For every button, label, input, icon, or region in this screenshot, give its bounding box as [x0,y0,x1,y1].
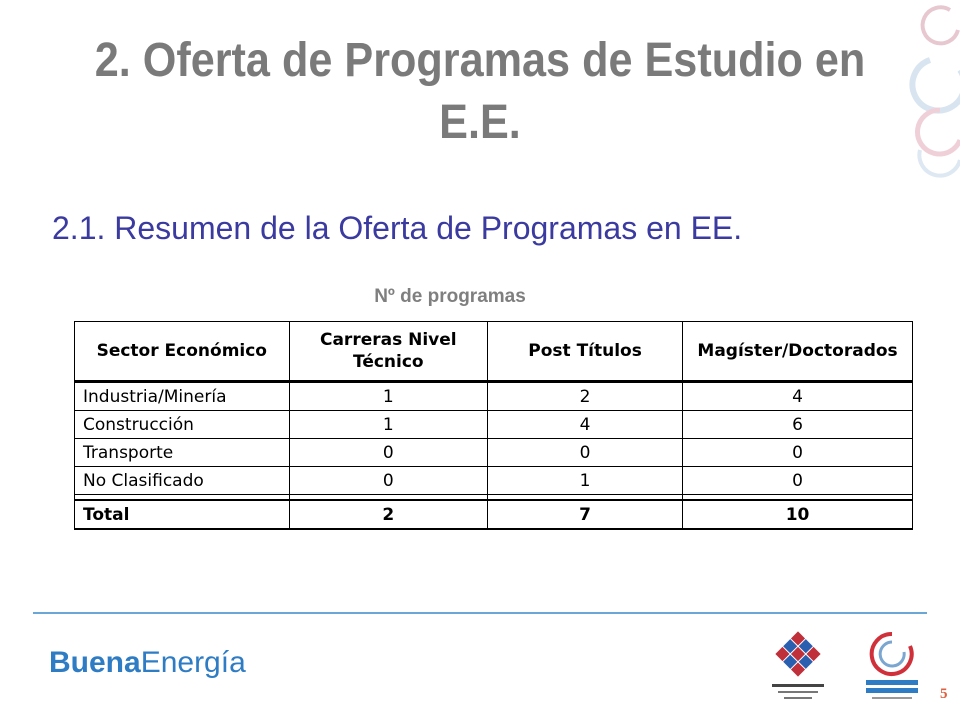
decorative-swirl-icon [909,5,960,178]
table-caption: Nº de programas [374,286,526,307]
table-row: Industria/Minería 1 2 4 [74,381,913,411]
table-row: Construcción 1 4 6 [74,410,913,439]
brand-bold-text: Buena [49,646,141,679]
cell-tecnico: 1 [288,410,489,439]
cell-sector: Transporte [74,438,290,467]
spacer-cell [682,494,913,501]
slide-subtitle: 2.1. Resumen de la Oferta de Programas e… [52,210,743,246]
header-sector: Sector Económico [74,321,290,383]
page-number: 5 [940,686,948,702]
footer-divider [33,612,927,614]
cell-total-label: Total [74,499,290,530]
table-spacer-row [74,494,913,501]
cell-tecnico: 1 [288,381,489,411]
cell-tecnico: 0 [288,438,489,467]
cell-sector: Construcción [74,410,290,439]
table-total-row: Total 2 7 10 [74,499,913,530]
brand-regular-text: Energía [140,646,246,679]
slide-title: 2. Oferta de Programas de Estudio en E.E… [94,34,866,149]
cell-total-tecnico: 2 [288,499,489,530]
cell-magister: 0 [682,438,913,467]
table-row: No Clasificado 0 1 0 [74,466,913,495]
programs-summary-table: Sector Económico Carreras Nivel Técnico … [74,321,913,530]
cell-post: 0 [487,438,684,467]
cell-total-post: 7 [487,499,684,530]
header-tecnico: Carreras Nivel Técnico [288,321,489,383]
cell-magister: 0 [682,466,913,495]
header-post-titulos: Post Títulos [487,321,684,383]
spacer-cell [288,494,489,501]
cell-magister: 4 [682,381,913,411]
buena-energia-logo: BuenaEnergía [49,646,246,680]
table-header-row: Sector Económico Carreras Nivel Técnico … [74,321,913,383]
gobierno-de-chile-logo-icon [772,631,824,699]
eficiencia-energetica-logo-icon [866,631,918,699]
cell-sector: Industria/Minería [74,381,290,411]
cell-total-magister: 10 [682,499,913,530]
cell-sector: No Clasificado [74,466,290,495]
cell-magister: 6 [682,410,913,439]
cell-post: 1 [487,466,684,495]
cell-post: 2 [487,381,684,411]
table-row: Transporte 0 0 0 [74,438,913,467]
cell-tecnico: 0 [288,466,489,495]
spacer-cell [487,494,684,501]
cell-post: 4 [487,410,684,439]
header-magister: Magíster/Doctorados [682,321,913,383]
